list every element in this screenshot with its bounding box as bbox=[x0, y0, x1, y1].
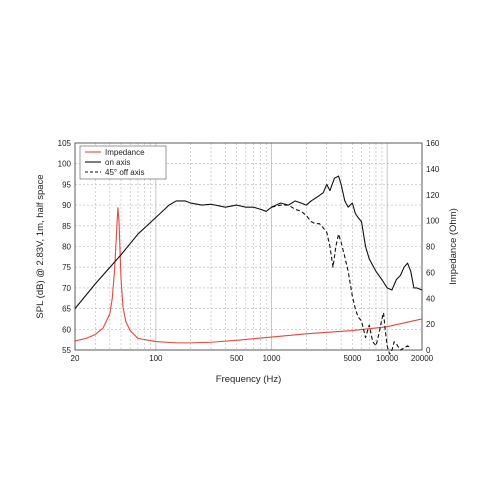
x-tick-label: 20000 bbox=[411, 354, 434, 363]
grid-lines bbox=[75, 143, 422, 350]
plot-frame bbox=[74, 142, 423, 351]
legend-label-off-axis: 45° off axis bbox=[105, 168, 145, 177]
series-impedance-line bbox=[74, 207, 423, 344]
series-on-axis-line bbox=[74, 175, 423, 309]
y-right-tick-label: 140 bbox=[426, 165, 440, 174]
y-left-tick-label: 85 bbox=[62, 222, 71, 231]
y-left-tick-label: 105 bbox=[58, 139, 72, 148]
y-right-tick-label: 20 bbox=[426, 320, 435, 329]
y-axis-right-title: Impedance (Ohm) bbox=[448, 208, 459, 285]
y-left-tick-label: 80 bbox=[62, 243, 71, 252]
x-tick-label: 500 bbox=[230, 354, 244, 363]
y-right-tick-label: 0 bbox=[426, 346, 431, 355]
legend-label-impedance: Impedance bbox=[105, 148, 145, 157]
y-left-tick-label: 90 bbox=[62, 201, 71, 210]
y-right-tick-label: 60 bbox=[426, 268, 435, 277]
y-left-tick-label: 55 bbox=[62, 346, 71, 355]
y-axis-left-title: SPL (dB) @ 2.83V, 1m, half space bbox=[35, 174, 46, 318]
y-left-tick-label: 70 bbox=[62, 284, 71, 293]
y-right-tick-label: 40 bbox=[426, 294, 435, 303]
series-off-axis-line bbox=[271, 204, 412, 355]
y-left-tick-label: 75 bbox=[62, 263, 71, 272]
y-right-tick-label: 160 bbox=[426, 139, 440, 148]
x-tick-label: 5000 bbox=[343, 354, 361, 363]
x-tick-label: 20 bbox=[71, 354, 80, 363]
tick-labels: 20 100 500 1000 5000 10000 2000055606570758085… bbox=[58, 139, 440, 363]
y-left-tick-label: 100 bbox=[58, 160, 72, 169]
x-tick-label: 1000 bbox=[263, 354, 281, 363]
y-left-tick-label: 65 bbox=[62, 305, 71, 314]
x-axis-title: Frequency (Hz) bbox=[216, 374, 281, 385]
y-left-tick-label: 60 bbox=[62, 325, 71, 334]
y-left-tick-label: 95 bbox=[62, 180, 71, 189]
y-right-tick-label: 120 bbox=[426, 191, 440, 200]
y-right-tick-label: 80 bbox=[426, 243, 435, 252]
x-tick-label: 10000 bbox=[376, 354, 399, 363]
y-right-tick-label: 100 bbox=[426, 217, 440, 226]
legend: Impedance on axis 45° off axis bbox=[79, 145, 167, 180]
series-lines bbox=[74, 175, 423, 355]
legend-label-on-axis: on axis bbox=[105, 158, 130, 167]
x-tick-label: 100 bbox=[149, 354, 163, 363]
